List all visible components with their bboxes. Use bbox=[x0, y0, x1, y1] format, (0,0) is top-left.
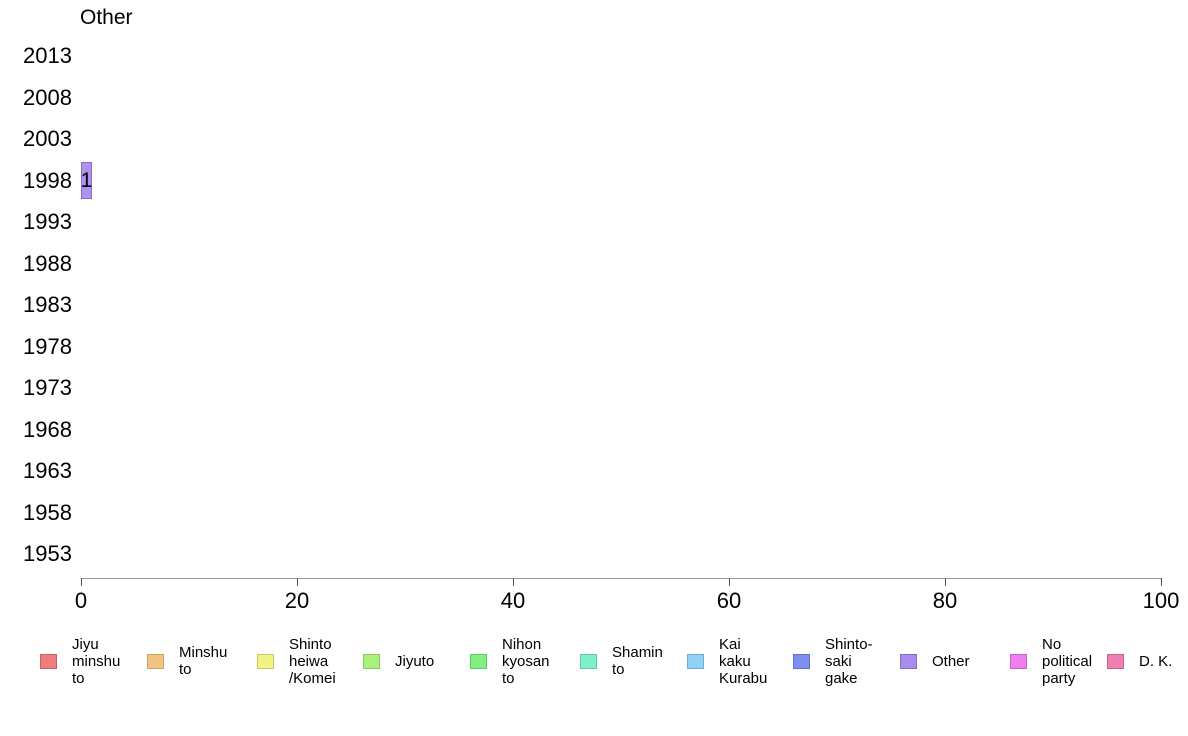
legend-item: Other bbox=[900, 626, 970, 696]
y-axis-label: 1953 bbox=[23, 541, 72, 566]
legend-label: Shinto heiwa /Komei bbox=[289, 635, 336, 687]
y-axis: 2013 2008 2003 1998 1993 1988 1983 1978 … bbox=[0, 35, 72, 575]
chart-title: Other bbox=[80, 6, 133, 29]
legend-swatch-icon bbox=[257, 653, 274, 669]
legend-item: Shamin to bbox=[580, 626, 663, 696]
legend-item: Shinto heiwa /Komei bbox=[257, 626, 336, 696]
y-axis-label: 2013 bbox=[23, 43, 72, 68]
y-axis-label: 2003 bbox=[23, 126, 72, 151]
legend-item: Kai kaku Kurabu bbox=[687, 626, 767, 696]
y-axis-label: 1993 bbox=[23, 209, 72, 234]
y-axis-label: 1973 bbox=[23, 375, 72, 400]
legend-item: Nihon kyosan to bbox=[470, 626, 550, 696]
x-axis-tick-label: 60 bbox=[716, 588, 742, 613]
legend-swatch-icon bbox=[687, 653, 704, 669]
y-axis-label: 1983 bbox=[23, 292, 72, 317]
x-axis-tick bbox=[1161, 578, 1162, 586]
x-axis-tick bbox=[729, 578, 730, 586]
legend-swatch-icon bbox=[147, 653, 164, 669]
legend-label: Nihon kyosan to bbox=[502, 635, 550, 687]
legend-label: Jiyuto bbox=[395, 652, 435, 670]
legend-item: Jiyuto bbox=[363, 626, 434, 696]
x-axis-tick-label: 80 bbox=[932, 588, 958, 613]
legend-swatch-icon bbox=[40, 653, 57, 669]
x-axis-line bbox=[81, 578, 1161, 579]
legend-label: Minshu to bbox=[179, 644, 228, 678]
legend-label: Shamin to bbox=[612, 644, 663, 678]
legend-item: Shinto- saki gake bbox=[793, 626, 873, 696]
legend-swatch-icon bbox=[580, 653, 597, 669]
legend-label: Shinto- saki gake bbox=[825, 635, 873, 687]
x-axis-tick-label: 20 bbox=[284, 588, 310, 613]
y-axis-label: 1968 bbox=[23, 416, 72, 442]
x-axis-tick bbox=[945, 578, 946, 586]
legend-swatch-icon bbox=[470, 653, 487, 669]
x-axis-tick bbox=[81, 578, 82, 586]
y-axis-label: 2008 bbox=[23, 84, 72, 110]
x-axis-tick-label: 40 bbox=[500, 588, 526, 613]
legend-label: No political party bbox=[1042, 635, 1093, 687]
legend-swatch-icon bbox=[1107, 653, 1124, 669]
bar-value-label: 1 bbox=[80, 169, 93, 192]
legend-swatch-icon bbox=[900, 653, 917, 669]
legend: Jiyu minshu to Minshu to Shinto heiwa /K… bbox=[0, 626, 1188, 698]
y-axis-label: 1963 bbox=[23, 458, 72, 483]
bar: 1 bbox=[81, 162, 92, 199]
x-axis-tick-label: 100 bbox=[1142, 588, 1180, 613]
y-axis-label: 1998 bbox=[23, 167, 72, 193]
legend-swatch-icon bbox=[363, 653, 380, 669]
legend-item: D. K. bbox=[1107, 626, 1172, 696]
y-axis-label: 1958 bbox=[23, 499, 72, 525]
x-axis-tick-label: 0 bbox=[74, 588, 88, 613]
y-axis-label: 1988 bbox=[23, 250, 72, 276]
legend-item: Minshu to bbox=[147, 626, 227, 696]
legend-item: No political party bbox=[1010, 626, 1092, 696]
legend-label: Kai kaku Kurabu bbox=[719, 635, 768, 687]
legend-label: D. K. bbox=[1139, 652, 1173, 670]
x-axis-tick bbox=[513, 578, 514, 586]
legend-swatch-icon bbox=[793, 653, 810, 669]
legend-item: Jiyu minshu to bbox=[40, 626, 120, 696]
legend-swatch-icon bbox=[1010, 653, 1027, 669]
x-axis-tick bbox=[297, 578, 298, 586]
legend-label: Other bbox=[932, 652, 970, 670]
legend-label: Jiyu minshu to bbox=[72, 635, 121, 687]
y-axis-label: 1978 bbox=[23, 333, 72, 359]
